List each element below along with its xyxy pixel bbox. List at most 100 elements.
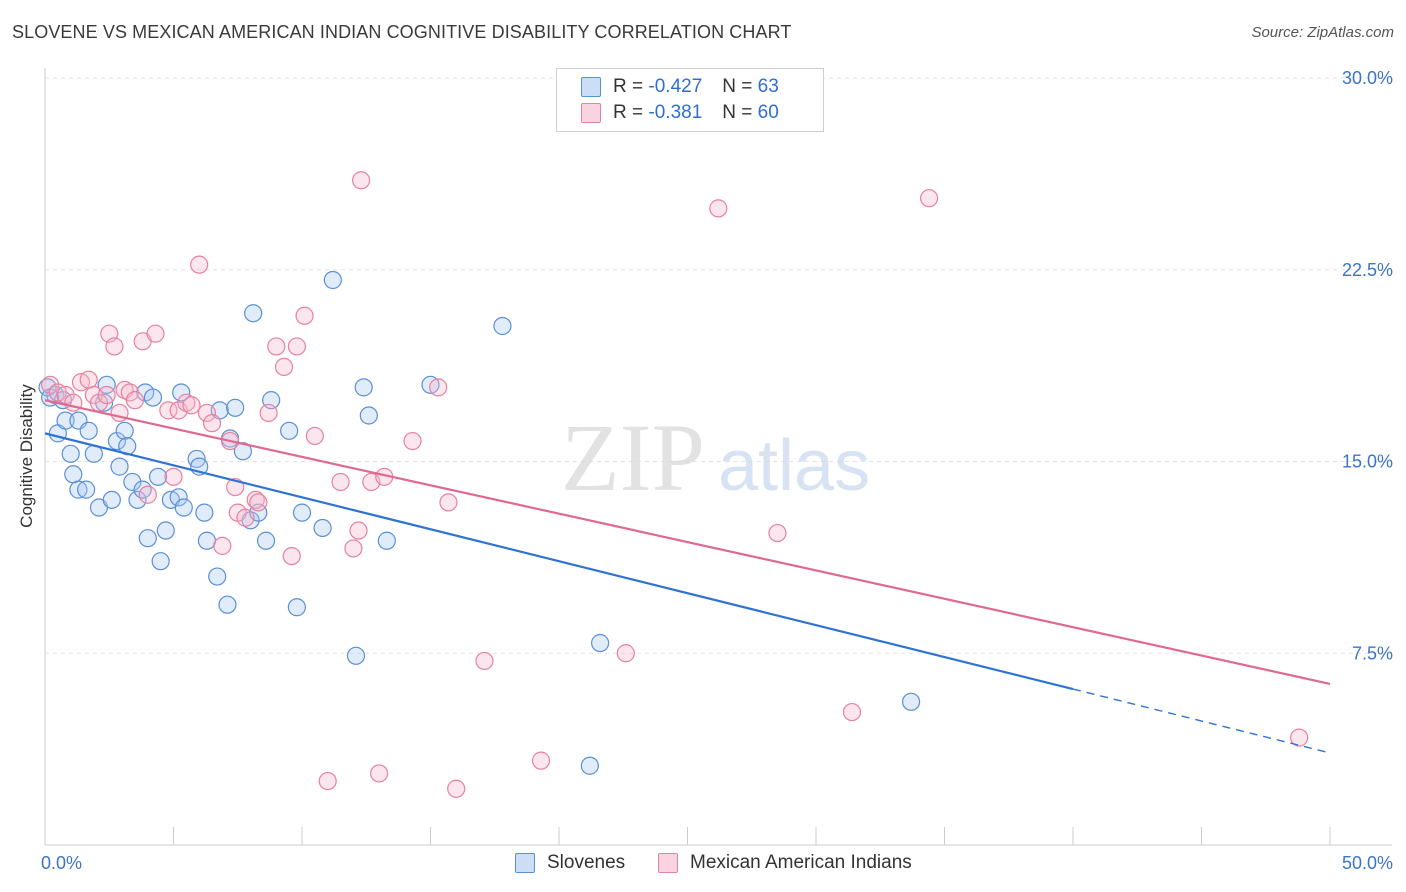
mexican-american-indian-point — [282, 546, 301, 566]
mexican-american-indian-point — [182, 396, 201, 415]
series-swatch-pink — [658, 853, 678, 873]
mexican-american-indian-point — [370, 764, 389, 783]
slovene-point — [115, 421, 134, 440]
slovene-point — [79, 421, 98, 440]
watermark: ZIP atlas — [561, 404, 870, 511]
slovene-point — [377, 531, 396, 550]
slovene-point — [69, 480, 88, 499]
axis-layer: 7.5% 15.0% 22.5% 30.0% 0.0% 50.0% — [41, 68, 1393, 873]
watermark-atlas: atlas — [718, 426, 870, 506]
series-legend: Slovenes Mexican American Indians — [0, 852, 1406, 878]
slovene-point — [61, 444, 80, 463]
slovene-point — [313, 518, 332, 538]
mexican-american-indian-point — [97, 385, 116, 405]
slovene-point — [901, 692, 921, 711]
slovene-point — [143, 388, 163, 407]
slovene-point — [77, 480, 96, 499]
slovene-point — [195, 503, 214, 522]
mexican-american-indian-point — [349, 521, 368, 540]
mexican-american-indian-point — [352, 171, 371, 190]
mexican-american-indian-point — [295, 306, 314, 325]
slovene-point — [169, 488, 188, 507]
slovene-point — [110, 457, 129, 476]
slovene-point — [287, 598, 306, 617]
mexican-american-indian-point — [164, 467, 183, 486]
slovene-point — [138, 529, 157, 548]
series-legend-label: Slovenes — [547, 852, 626, 873]
legend-n-label: N = — [722, 102, 753, 123]
slovene-point — [64, 465, 83, 484]
mexican-american-indian-point — [447, 779, 466, 798]
slovene-point — [493, 316, 512, 336]
mexican-american-indian-point — [125, 391, 145, 410]
mexican-american-indians-trendline — [44, 399, 1331, 686]
mexican-american-indian-point — [709, 199, 728, 218]
legend-n-value: 60 — [757, 102, 779, 123]
slovene-point — [128, 490, 147, 509]
mexican-american-indian-point — [842, 702, 862, 722]
mexican-american-indian-point — [267, 337, 286, 356]
slovene-point — [218, 595, 237, 614]
slovene-point — [208, 567, 227, 586]
points-layer — [38, 171, 1309, 798]
legend-r-label: R = — [613, 76, 644, 97]
y-axis-label: Cognitive Disability — [17, 384, 36, 528]
mexican-american-indian-point — [159, 401, 178, 420]
series-legend-slovenes[interactable]: Slovenes — [515, 852, 625, 874]
legend-r-value: -0.381 — [648, 102, 703, 123]
slovene-point — [151, 552, 170, 571]
y-tick-label: 7.5% — [1352, 643, 1393, 663]
source-credit: Source: ZipAtlas.com — [1251, 24, 1394, 41]
mexican-american-indian-point — [197, 403, 217, 423]
legend-r-value: -0.427 — [648, 76, 703, 97]
mexican-american-indian-point — [41, 375, 60, 394]
mexican-american-indian-point — [79, 370, 98, 389]
slovene-point — [172, 383, 191, 402]
mexican-american-indian-point — [344, 539, 363, 558]
mexican-american-indian-point — [249, 493, 268, 512]
slovene-point — [292, 503, 312, 522]
series-legend-mexican-american-indians[interactable]: Mexican American Indians — [658, 852, 912, 874]
slovene-point — [346, 646, 366, 665]
y-tick-label: 15.0% — [1342, 452, 1393, 472]
series-swatch-blue — [515, 853, 535, 873]
mexican-american-indian-point — [246, 490, 265, 509]
mexican-american-indian-point — [202, 414, 222, 433]
slovene-point — [359, 406, 378, 425]
slovene-point — [97, 375, 116, 394]
slovene-point — [244, 304, 263, 323]
slovene-point — [133, 480, 152, 499]
legend-r-label: R = — [613, 102, 644, 123]
slovene-point — [102, 490, 121, 509]
mexican-american-indian-point — [403, 431, 422, 451]
chart-title: SLOVENE VS MEXICAN AMERICAN INDIAN COGNI… — [12, 22, 792, 42]
mexican-american-indian-point — [531, 751, 551, 770]
slovene-point — [580, 756, 599, 775]
slovene-point — [354, 378, 373, 397]
mexican-american-indian-point — [1290, 728, 1309, 747]
slovene-point — [197, 531, 217, 550]
y-tick-label: 22.5% — [1342, 260, 1393, 280]
mexican-american-indian-point — [768, 523, 787, 543]
mexican-american-indian-point — [274, 357, 294, 377]
mexican-american-indian-point — [259, 403, 278, 423]
slovenes-trendline-extension — [1072, 688, 1331, 754]
mexican-american-indian-point — [190, 255, 209, 274]
mexican-american-indian-point — [331, 472, 350, 492]
legend-n-value: 63 — [757, 76, 779, 97]
mexican-american-indian-point — [287, 337, 306, 356]
legend-swatch-pink — [581, 103, 601, 123]
legend-row-slovenes: R = -0.427 N = 63 — [581, 74, 779, 100]
x-tick-label-max: 50.0% — [1342, 853, 1393, 873]
slovene-point — [591, 633, 610, 653]
mexican-american-indian-point — [146, 324, 165, 343]
mexican-american-indian-point — [105, 337, 124, 356]
slovene-point — [123, 472, 142, 492]
legend-n-label: N = — [722, 76, 753, 97]
mexican-american-indian-point — [429, 378, 448, 397]
slovenes-trendline — [44, 432, 1074, 691]
slovene-point — [174, 498, 193, 517]
grid-layer — [45, 77, 1392, 654]
mexican-american-indian-point — [177, 393, 196, 412]
